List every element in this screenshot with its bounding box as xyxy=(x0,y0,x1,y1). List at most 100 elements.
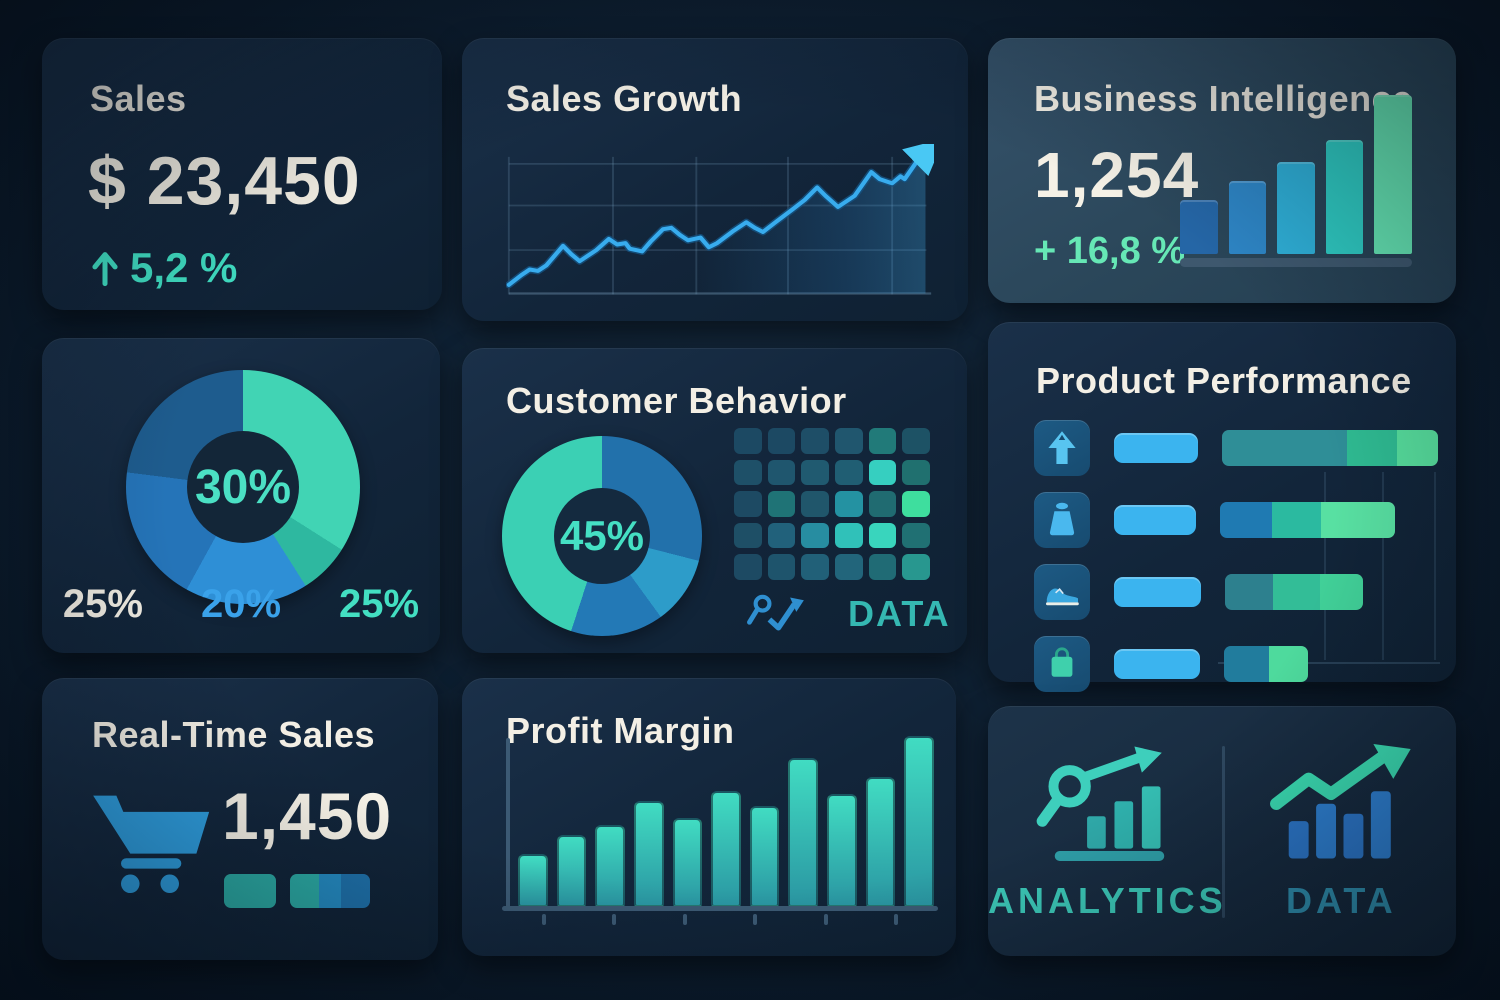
bi-delta-text: + 16,8 % xyxy=(1034,230,1186,272)
product-pill-bar xyxy=(1113,577,1202,607)
profit-bar xyxy=(633,800,664,907)
heatmap-cell xyxy=(767,554,796,580)
breakdown-label-1: 25% xyxy=(62,582,143,626)
analytics-label: ANALYTICS xyxy=(988,880,1227,921)
heatmap-cell xyxy=(801,491,829,517)
data-trend-chart-icon xyxy=(1270,744,1412,859)
donut-center-label: 45% xyxy=(559,512,645,559)
analytics-section[interactable]: ANALYTICS xyxy=(988,706,1227,956)
sales-value: $ 23,450 xyxy=(88,143,361,219)
heatmap-cell xyxy=(902,522,930,549)
profit-bar xyxy=(865,777,896,907)
sales-title: Sales xyxy=(90,78,187,119)
heatmap-cell xyxy=(801,428,829,454)
product-row xyxy=(1034,492,1440,548)
heatmap-cell xyxy=(868,428,897,454)
product-segmented-bar xyxy=(1222,430,1438,466)
card-sales[interactable]: Sales $ 23,450 5,2 % xyxy=(42,38,442,310)
heatmap-cell xyxy=(734,491,762,517)
profit-bar xyxy=(556,835,587,907)
data-section[interactable]: DATA xyxy=(1227,706,1456,956)
mini-bar xyxy=(290,874,370,908)
product-icon-tile xyxy=(1034,636,1090,692)
card-profit-margin[interactable]: Profit Margin xyxy=(462,678,956,956)
breakdown-label-2: 20% xyxy=(200,582,282,626)
heatmap-cell xyxy=(834,491,863,517)
heatmap-cell xyxy=(868,554,897,580)
shopping-cart-icon xyxy=(86,784,214,905)
breakdown-label-3: 25% xyxy=(339,582,420,626)
x-axis xyxy=(1218,662,1440,664)
realtime-sales-value: 1,450 xyxy=(222,779,393,853)
analytics-data-wrap: ANALYTICS DATA xyxy=(988,706,1456,956)
bi-delta: + 16,8 % xyxy=(1034,230,1185,273)
product-pill-bar xyxy=(1114,649,1200,679)
bi-value: 1,254 xyxy=(1034,139,1200,211)
heatmap-cell xyxy=(902,428,930,454)
product-segmented-bar xyxy=(1220,502,1395,538)
heatmap-cell xyxy=(834,554,863,580)
product-pill-bar xyxy=(1114,505,1196,535)
heatmap-cell xyxy=(734,459,762,486)
heatmap-cell xyxy=(801,459,829,486)
card-analytics-data[interactable]: ANALYTICS DATA xyxy=(988,706,1456,956)
heatmap-cell xyxy=(767,428,796,454)
donut-center-label: 30% xyxy=(194,460,292,514)
heatmap-cell xyxy=(902,459,930,486)
profit-bar xyxy=(788,758,819,907)
profit-bar xyxy=(711,790,741,907)
profit-bar xyxy=(672,818,703,907)
heatmap-cell xyxy=(902,554,930,580)
product-icon-tile xyxy=(1034,420,1090,476)
heatmap-cell xyxy=(868,522,897,549)
card-product-performance[interactable]: Product Performance xyxy=(988,322,1456,692)
heatmap-cell xyxy=(767,459,796,486)
heatmap-cell xyxy=(834,459,863,486)
heatmap-cell xyxy=(868,459,897,486)
product-segmented-bar xyxy=(1224,646,1309,682)
heatmap-cell xyxy=(801,522,829,549)
grid-line xyxy=(1382,472,1384,660)
heatmap-cell xyxy=(734,554,762,580)
realtime-sales-title: Real-Time Sales xyxy=(92,714,375,755)
profit-bar xyxy=(749,806,780,907)
heatmap-cell xyxy=(801,554,829,580)
product-icon-tile xyxy=(1034,564,1090,620)
bi-bar-chart xyxy=(1180,95,1412,267)
behavior-footer: DATA xyxy=(746,592,951,636)
mini-bar xyxy=(224,874,276,908)
heatmap-cell xyxy=(734,428,762,454)
weight-icon xyxy=(1049,502,1075,536)
product-row xyxy=(1034,636,1440,692)
breakdown-labels: 25% 20% 25% xyxy=(42,582,440,627)
profit-bar xyxy=(595,824,625,907)
heatmap-cell xyxy=(767,522,796,549)
product-row xyxy=(1034,564,1440,620)
product-rows xyxy=(1034,420,1440,692)
card-business-intelligence[interactable]: Business Intelligence 1,254 + 16,8 % xyxy=(988,38,1456,303)
behavior-data-label: DATA xyxy=(848,593,951,634)
product-performance-title: Product Performance xyxy=(1036,360,1412,401)
card-realtime-sales[interactable]: Real-Time Sales 1,450 xyxy=(42,678,438,960)
profit-bar xyxy=(904,736,935,907)
product-row xyxy=(1034,420,1440,476)
card-sales-breakdown[interactable]: 30% 25% 20% 25% xyxy=(42,338,440,653)
shopping-bag-icon xyxy=(1051,647,1073,677)
divider xyxy=(1222,746,1225,918)
grid-line xyxy=(1324,472,1326,660)
profit-bar xyxy=(827,794,857,907)
profit-margin-title: Profit Margin xyxy=(506,710,735,751)
sales-delta-text: 5,2 % xyxy=(130,244,238,291)
sales-delta: 5,2 % xyxy=(90,244,237,292)
card-customer-behavior[interactable]: Customer Behavior 45% DATA xyxy=(462,348,967,653)
arrow-up-icon xyxy=(1048,431,1076,464)
heatmap-cell xyxy=(868,491,897,517)
card-sales-growth[interactable]: Sales Growth xyxy=(462,38,968,321)
heatmap-cell xyxy=(767,491,796,517)
profit-bar xyxy=(518,854,548,907)
up-arrow-icon xyxy=(92,252,118,287)
profit-margin-chart xyxy=(502,736,938,925)
shoe-icon xyxy=(1045,588,1079,606)
behavior-heatmap xyxy=(734,428,930,580)
behavior-donut-chart: 45% xyxy=(502,436,702,636)
